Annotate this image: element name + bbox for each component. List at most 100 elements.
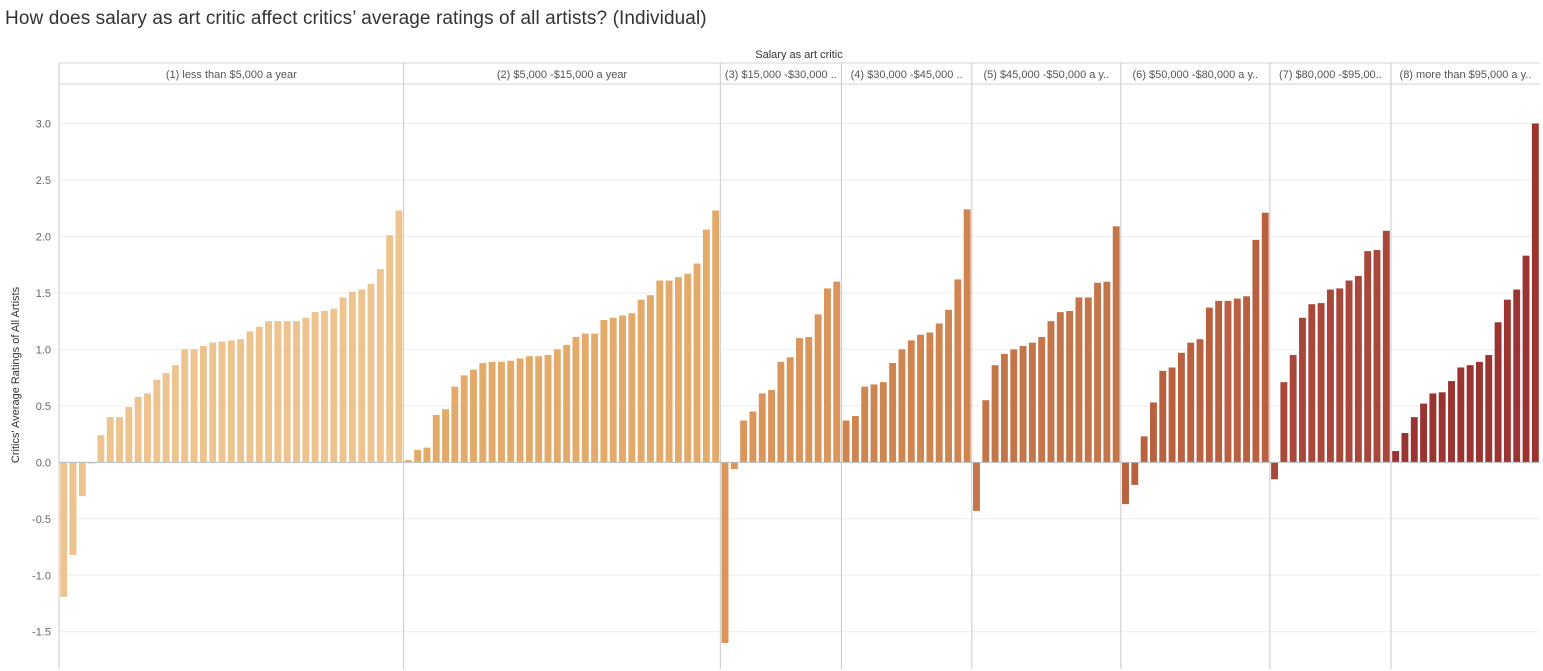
bar <box>1280 382 1288 463</box>
bar <box>1177 352 1185 463</box>
y-tick-label: -0.5 <box>32 514 51 526</box>
bar <box>386 235 394 463</box>
panel-label: (1) less than $5,000 a year <box>166 69 297 81</box>
bar <box>889 362 897 463</box>
bar <box>348 291 356 463</box>
bar <box>1513 289 1521 463</box>
bar <box>730 462 738 470</box>
bar <box>740 420 748 463</box>
y-axis: 3.0 2.5 2.0 1.5 1.0 0.5 0.0 -0.5 -1.0 -1.5 <box>32 119 51 639</box>
y-axis-title: Critics' Average Ratings of All Artists <box>10 286 22 463</box>
bar <box>619 315 626 463</box>
panel-label: (4) $30,000 -$45,000 .. <box>851 69 963 81</box>
bar <box>209 342 217 463</box>
bar <box>693 263 701 463</box>
bar <box>432 414 440 463</box>
bar <box>712 210 720 463</box>
bar <box>367 283 375 463</box>
bar <box>1019 346 1027 463</box>
bar <box>274 321 282 463</box>
bar <box>991 365 999 463</box>
bar <box>553 349 561 463</box>
bar <box>116 417 123 463</box>
bar <box>870 384 878 463</box>
bar <box>1438 392 1446 463</box>
bar <box>1205 307 1213 463</box>
chart-title: How does salary as art critic affect cri… <box>5 8 707 29</box>
bar <box>265 321 273 463</box>
bar <box>1112 226 1120 463</box>
bar <box>1299 317 1306 463</box>
bar <box>674 277 682 463</box>
bar <box>460 375 468 463</box>
bar <box>824 288 831 463</box>
bar <box>1233 298 1241 463</box>
bar <box>1084 297 1092 463</box>
bar <box>1317 303 1325 463</box>
bar <box>851 416 859 463</box>
bar <box>1187 342 1195 463</box>
bar <box>954 279 962 463</box>
bar <box>423 447 431 463</box>
bar <box>1010 349 1018 463</box>
bar <box>1364 251 1372 463</box>
panel-header: (1) less than $5,000 a year (2) $5,000 -$… <box>166 69 1532 81</box>
bar <box>1531 123 1539 463</box>
bar <box>302 317 310 463</box>
bar <box>144 393 151 463</box>
bars <box>60 123 1539 644</box>
bar <box>1196 339 1204 463</box>
bar <box>358 289 366 463</box>
bar <box>470 369 477 463</box>
bar <box>516 358 524 463</box>
bar <box>1168 367 1176 463</box>
panel-label: (8) more than $95,000 a y.. <box>1400 69 1532 81</box>
bar <box>572 336 580 463</box>
y-tick-label: 1.0 <box>36 344 51 356</box>
y-tick-label: 3.0 <box>36 119 51 131</box>
panel-label: (7) $80,000 -$95,00.. <box>1279 69 1382 81</box>
bar <box>376 269 384 463</box>
bar <box>898 349 906 463</box>
bar <box>1522 255 1530 463</box>
bar <box>628 313 636 463</box>
bar <box>702 229 710 463</box>
bar <box>861 386 869 463</box>
bar <box>1103 281 1111 463</box>
bar <box>507 360 515 463</box>
bar <box>935 323 943 463</box>
bar <box>1028 342 1036 463</box>
bar <box>1401 432 1409 463</box>
bar <box>656 280 664 463</box>
bar <box>153 379 161 463</box>
bar <box>1038 336 1046 463</box>
bar <box>404 460 412 463</box>
bar <box>395 210 403 463</box>
bar <box>1466 365 1474 463</box>
bar <box>88 462 96 464</box>
bar <box>1503 299 1511 463</box>
bar <box>442 409 449 463</box>
bar <box>171 365 179 463</box>
bar <box>563 344 571 463</box>
bar <box>69 462 77 555</box>
bar <box>1000 353 1008 463</box>
bar <box>1392 451 1400 463</box>
y-tick-label: 2.5 <box>36 175 51 187</box>
bar <box>600 320 608 463</box>
bar <box>796 338 803 463</box>
bar <box>684 273 692 463</box>
panel-label: (6) $50,000 -$80,000 a y.. <box>1132 69 1258 81</box>
bar <box>637 299 645 463</box>
bar <box>1289 355 1297 463</box>
bar <box>1420 403 1428 463</box>
bar <box>414 449 422 463</box>
bar <box>1150 402 1157 463</box>
bar <box>1429 393 1437 463</box>
y-tick-label: 0.5 <box>36 401 51 413</box>
bar <box>321 311 328 463</box>
bar <box>1131 462 1139 485</box>
bar <box>60 462 68 597</box>
bar <box>581 333 589 463</box>
